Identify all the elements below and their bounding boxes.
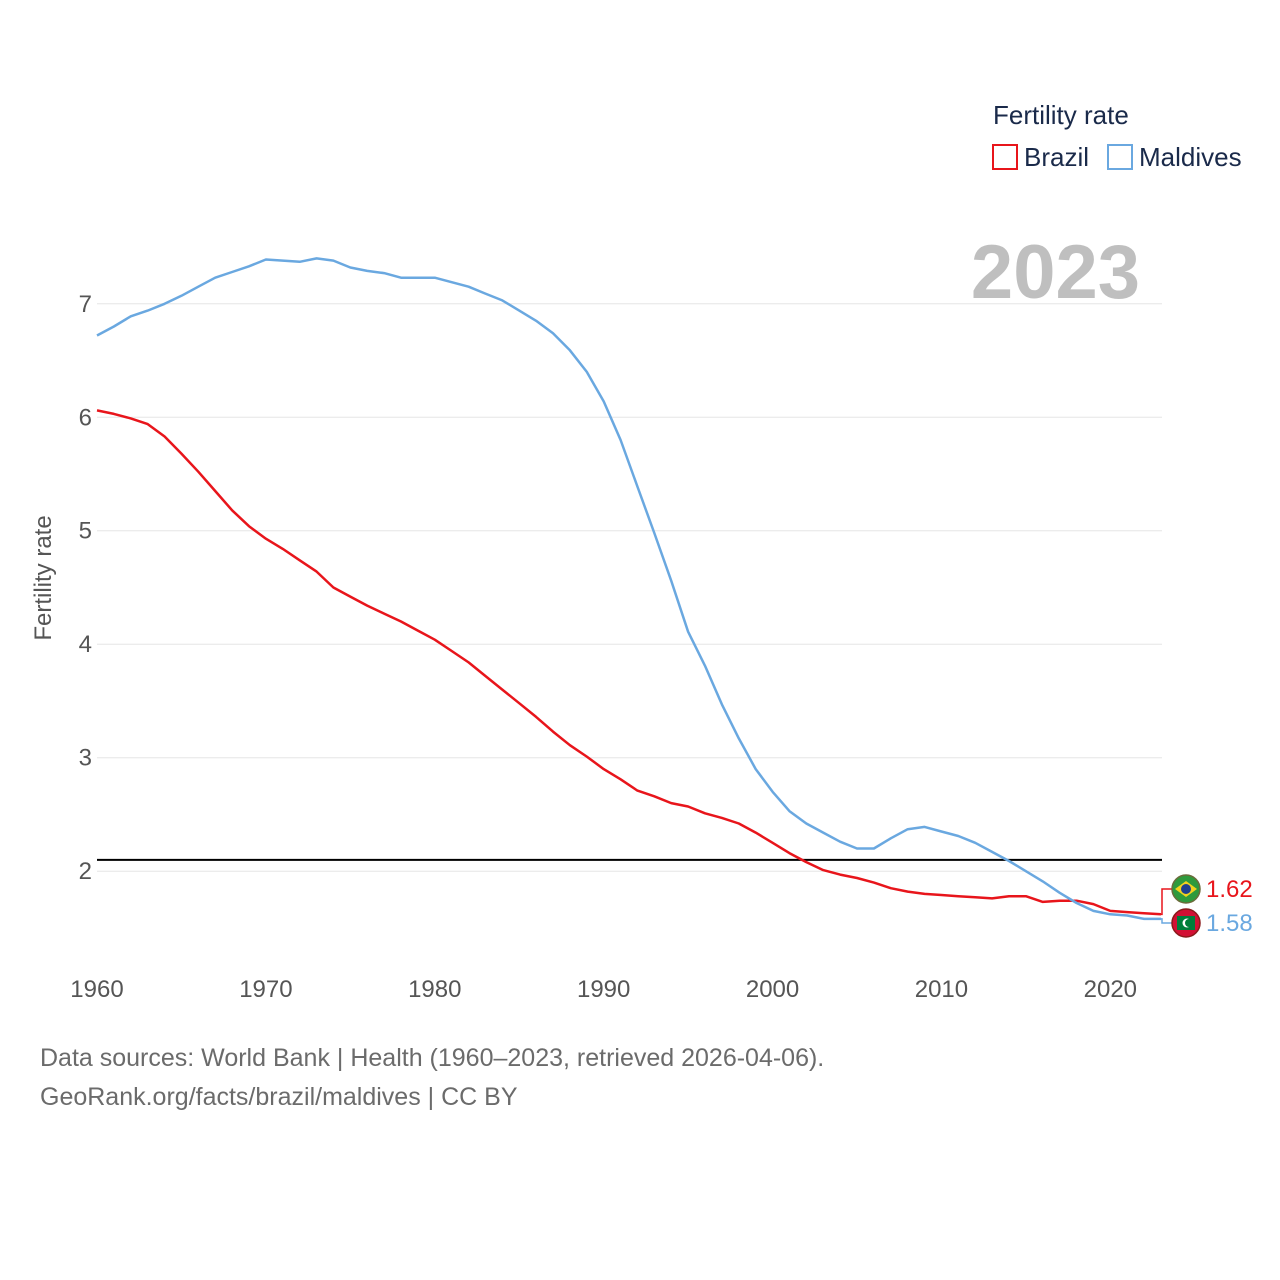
- end-label-maldives: 1.58: [1206, 910, 1253, 937]
- legend-swatch-maldives: [1107, 144, 1133, 170]
- footer-source: Data sources: World Bank | Health (1960–…: [40, 1044, 825, 1072]
- x-tick-label: 2010: [915, 976, 968, 1003]
- legend: Fertility rate Brazil Maldives: [992, 100, 1242, 172]
- x-tick-label: 1990: [577, 976, 630, 1003]
- legend-label-brazil: Brazil: [1024, 142, 1089, 172]
- y-tick-label: 6: [79, 404, 92, 431]
- y-tick-label: 2: [79, 858, 92, 885]
- y-tick-label: 5: [79, 518, 92, 545]
- year-label: 2023: [971, 230, 1140, 315]
- x-tick-label: 1960: [70, 976, 123, 1003]
- footer-credit: GeoRank.org/facts/brazil/maldives | CC B…: [40, 1083, 518, 1111]
- series-line-brazil[interactable]: [96, 409, 1162, 916]
- x-axis-ticks: 1960 1970 1980 1990 2000 2010 2020: [70, 976, 1137, 1003]
- brazil-flag-icon: [1171, 874, 1201, 904]
- end-connector-brazil: [1161, 888, 1173, 916]
- y-tick-label: 7: [79, 291, 92, 318]
- y-tick-label: 3: [79, 745, 92, 772]
- x-tick-label: 1980: [408, 976, 461, 1003]
- flag-globe: [1181, 884, 1191, 894]
- maldives-flag-icon: [1171, 908, 1201, 938]
- end-labels: 1.62 1.58: [1161, 874, 1253, 938]
- end-label-brazil: 1.62: [1206, 876, 1253, 903]
- x-tick-label: 2020: [1084, 976, 1137, 1003]
- legend-label-maldives: Maldives: [1139, 142, 1242, 172]
- x-tick-label: 1970: [239, 976, 292, 1003]
- flag-crescent-cut: [1185, 919, 1193, 927]
- legend-item-brazil[interactable]: Brazil: [992, 142, 1089, 172]
- legend-item-maldives[interactable]: Maldives: [1107, 142, 1242, 172]
- legend-title: Fertility rate: [993, 100, 1129, 130]
- y-axis-label: Fertility rate: [30, 515, 57, 640]
- legend-swatch-brazil: [992, 144, 1018, 170]
- y-axis-ticks: 2 3 4 5 6 7: [79, 291, 92, 885]
- y-tick-label: 4: [79, 631, 92, 658]
- end-connector-maldives: [1161, 918, 1173, 924]
- x-tick-label: 2000: [746, 976, 799, 1003]
- series-lines: [96, 257, 1162, 921]
- series-line-maldives[interactable]: [96, 257, 1161, 921]
- gridlines: [97, 303, 1162, 872]
